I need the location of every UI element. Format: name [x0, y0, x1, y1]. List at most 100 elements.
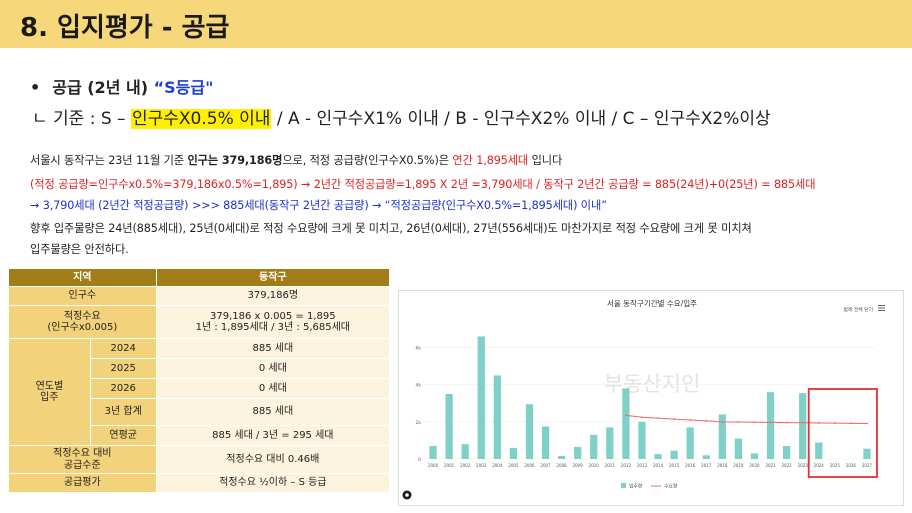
ratio-label: 적정수요 대비 공급수준 — [8, 445, 157, 474]
x-tick-label: 2008 — [557, 463, 568, 468]
total-label: 3년 합계 — [89, 398, 157, 426]
yearly-label-line: 연도별 — [35, 380, 64, 392]
x-tick-label: 2017 — [701, 463, 712, 468]
chart-title: 서울 동작구기간별 수요/입주 — [607, 298, 697, 308]
paragraph-line-1: 서울시 동작구는 23년 11월 기준 인구는 379,186명으로, 적정 공… — [30, 152, 562, 168]
ratio-value: 적정수요 대비 0.46배 — [155, 445, 391, 474]
supply-grade-bullet: • 공급 (2년 내) “S등급" — [30, 74, 213, 98]
x-tick-label: 2014 — [653, 463, 664, 468]
criteria-line: ㄴ 기준 : S – 인구수X0.5% 이내 / A - 인구수X1% 이내 /… — [32, 104, 771, 129]
chart-svg: 서울 동작구기간별 수요/입주 범례 전체 닫기 부동산지인 0 2k 4k 6k 2… — [402, 298, 885, 500]
demand-point-2021 — [769, 421, 772, 424]
demand-point-2016 — [689, 419, 692, 421]
bar-2020 — [750, 453, 759, 459]
demand-point-2026 — [849, 422, 852, 425]
bar-2000 — [429, 446, 437, 459]
year-label: 2025 — [89, 358, 157, 379]
bar-2027 — [863, 448, 871, 459]
demand-value-line: 379,186 x 0.005 = 1,895 — [210, 310, 336, 322]
yearly-label-line: 입주 — [40, 392, 59, 403]
year-value: 0 세대 — [155, 378, 391, 399]
hamburger-icon[interactable] — [878, 305, 885, 311]
x-tick-label: 2019 — [733, 463, 744, 468]
legend-swatch-supply — [621, 483, 626, 488]
ratio-label-line: 공급수준 — [63, 459, 101, 471]
x-tick-label: 2003 — [476, 463, 487, 468]
bullet-prefix: 공급 (2년 내) — [52, 78, 154, 97]
demand-point-2013 — [641, 416, 643, 419]
x-tick-label: 2000 — [428, 463, 439, 468]
yearly-supply-label: 연도별 입주 — [8, 338, 91, 446]
para-text: 서울시 동작구는 23년 11월 기준 — [30, 154, 188, 167]
bar-2004 — [493, 375, 501, 459]
bar-2006 — [525, 404, 534, 459]
criteria-highlight: 인구수X0.5% 이내 — [130, 109, 272, 129]
evaluation-label: 공급평가 — [8, 473, 157, 493]
x-tick-label: 2001 — [444, 463, 455, 468]
highlight-box — [807, 388, 878, 478]
demand-point-2015 — [673, 418, 676, 420]
legend-label-demand[interactable]: 수요량 — [664, 483, 678, 490]
criteria-rest: / A - 인구수X1% 이내 / B - 인구수X2% 이내 / C – 인구… — [271, 109, 771, 129]
y-tick-label: 0 — [418, 457, 421, 463]
average-value: 885 세대 / 3년 = 295 세대 — [155, 425, 391, 446]
x-tick-label: 2015 — [669, 463, 680, 468]
paragraph-line-3: → 3,790세대 (2년간 적정공급량) >>> 885세대(동작구 2년간 … — [30, 199, 607, 212]
bar-2015 — [670, 450, 678, 459]
x-tick-label: 2018 — [717, 463, 728, 468]
watermark-logo: 부동산지인 — [604, 372, 701, 396]
demand-line — [625, 414, 867, 425]
x-tick-label: 2024 — [814, 463, 825, 468]
criteria-lead: ㄴ 기준 : S – — [32, 109, 131, 129]
x-tick-label: 2002 — [460, 463, 471, 468]
x-tick-label: 2012 — [621, 463, 632, 468]
demand-point-2025 — [833, 422, 836, 425]
legend-label-supply[interactable]: 입주량 — [629, 483, 643, 490]
x-tick-label: 2007 — [540, 463, 551, 468]
bar-2022 — [782, 446, 791, 459]
demand-point-2020 — [753, 421, 756, 424]
bullet-dot: • — [30, 78, 41, 97]
demand-point-2019 — [737, 421, 740, 423]
supply-table: 지역 동작구 인구수 379,186명 적정수요 (인구수x0.005) 379… — [8, 268, 391, 493]
bar-2021 — [766, 392, 775, 459]
bar-2024 — [815, 442, 823, 459]
legend-close-all-button[interactable]: 범례 전체 닫기 — [843, 306, 873, 313]
year-label: 2026 — [89, 378, 157, 399]
y-tick-label: 6k — [416, 346, 422, 352]
bar-2019 — [734, 438, 743, 459]
evaluation-value: 적정수요 ½이하 – S 등급 — [155, 473, 391, 493]
x-tick-label: 2009 — [573, 463, 584, 468]
population-label: 인구수 — [8, 286, 157, 306]
ratio-label-line: 적정수요 대비 — [53, 448, 112, 459]
x-tick-label: 2005 — [508, 463, 519, 468]
year-label: 2024 — [89, 338, 157, 359]
bar-2010 — [590, 434, 598, 459]
demand-point-2017 — [705, 420, 708, 422]
table-header-region: 지역 — [8, 268, 157, 287]
demand-point-2024 — [817, 422, 820, 424]
y-tick-label: 4k — [416, 383, 422, 389]
x-tick-label: 2023 — [798, 463, 809, 468]
demand-point-2023 — [801, 421, 804, 424]
average-label: 연평균 — [89, 425, 157, 446]
para-population: 인구는 379,186명 — [187, 154, 283, 167]
population-value: 379,186명 — [155, 286, 391, 306]
demand-point-2018 — [721, 420, 724, 423]
bar-2002 — [461, 444, 469, 459]
x-tick-label: 2006 — [524, 463, 535, 468]
x-tick-label: 2027 — [862, 463, 873, 468]
page-title: 8. 입지평가 - 공급 — [20, 13, 230, 43]
bar-2013 — [638, 421, 646, 459]
bar-2023 — [799, 393, 807, 459]
bottom-left-badge-icon — [402, 490, 412, 500]
x-tick-label: 2021 — [765, 463, 776, 468]
demand-label-line: (인구수x0.005) — [47, 322, 118, 333]
bar-2003 — [477, 336, 485, 459]
year-value: 0 세대 — [155, 358, 391, 379]
paragraph-line-4: 향후 입주물량은 24년(885세대), 25년(0세대)로 적정 수요량에 크… — [30, 222, 752, 235]
total-value: 885 세대 — [155, 398, 391, 426]
demand-point-2022 — [785, 421, 788, 424]
bar-2009 — [574, 446, 582, 459]
table-header-district: 동작구 — [155, 268, 391, 287]
